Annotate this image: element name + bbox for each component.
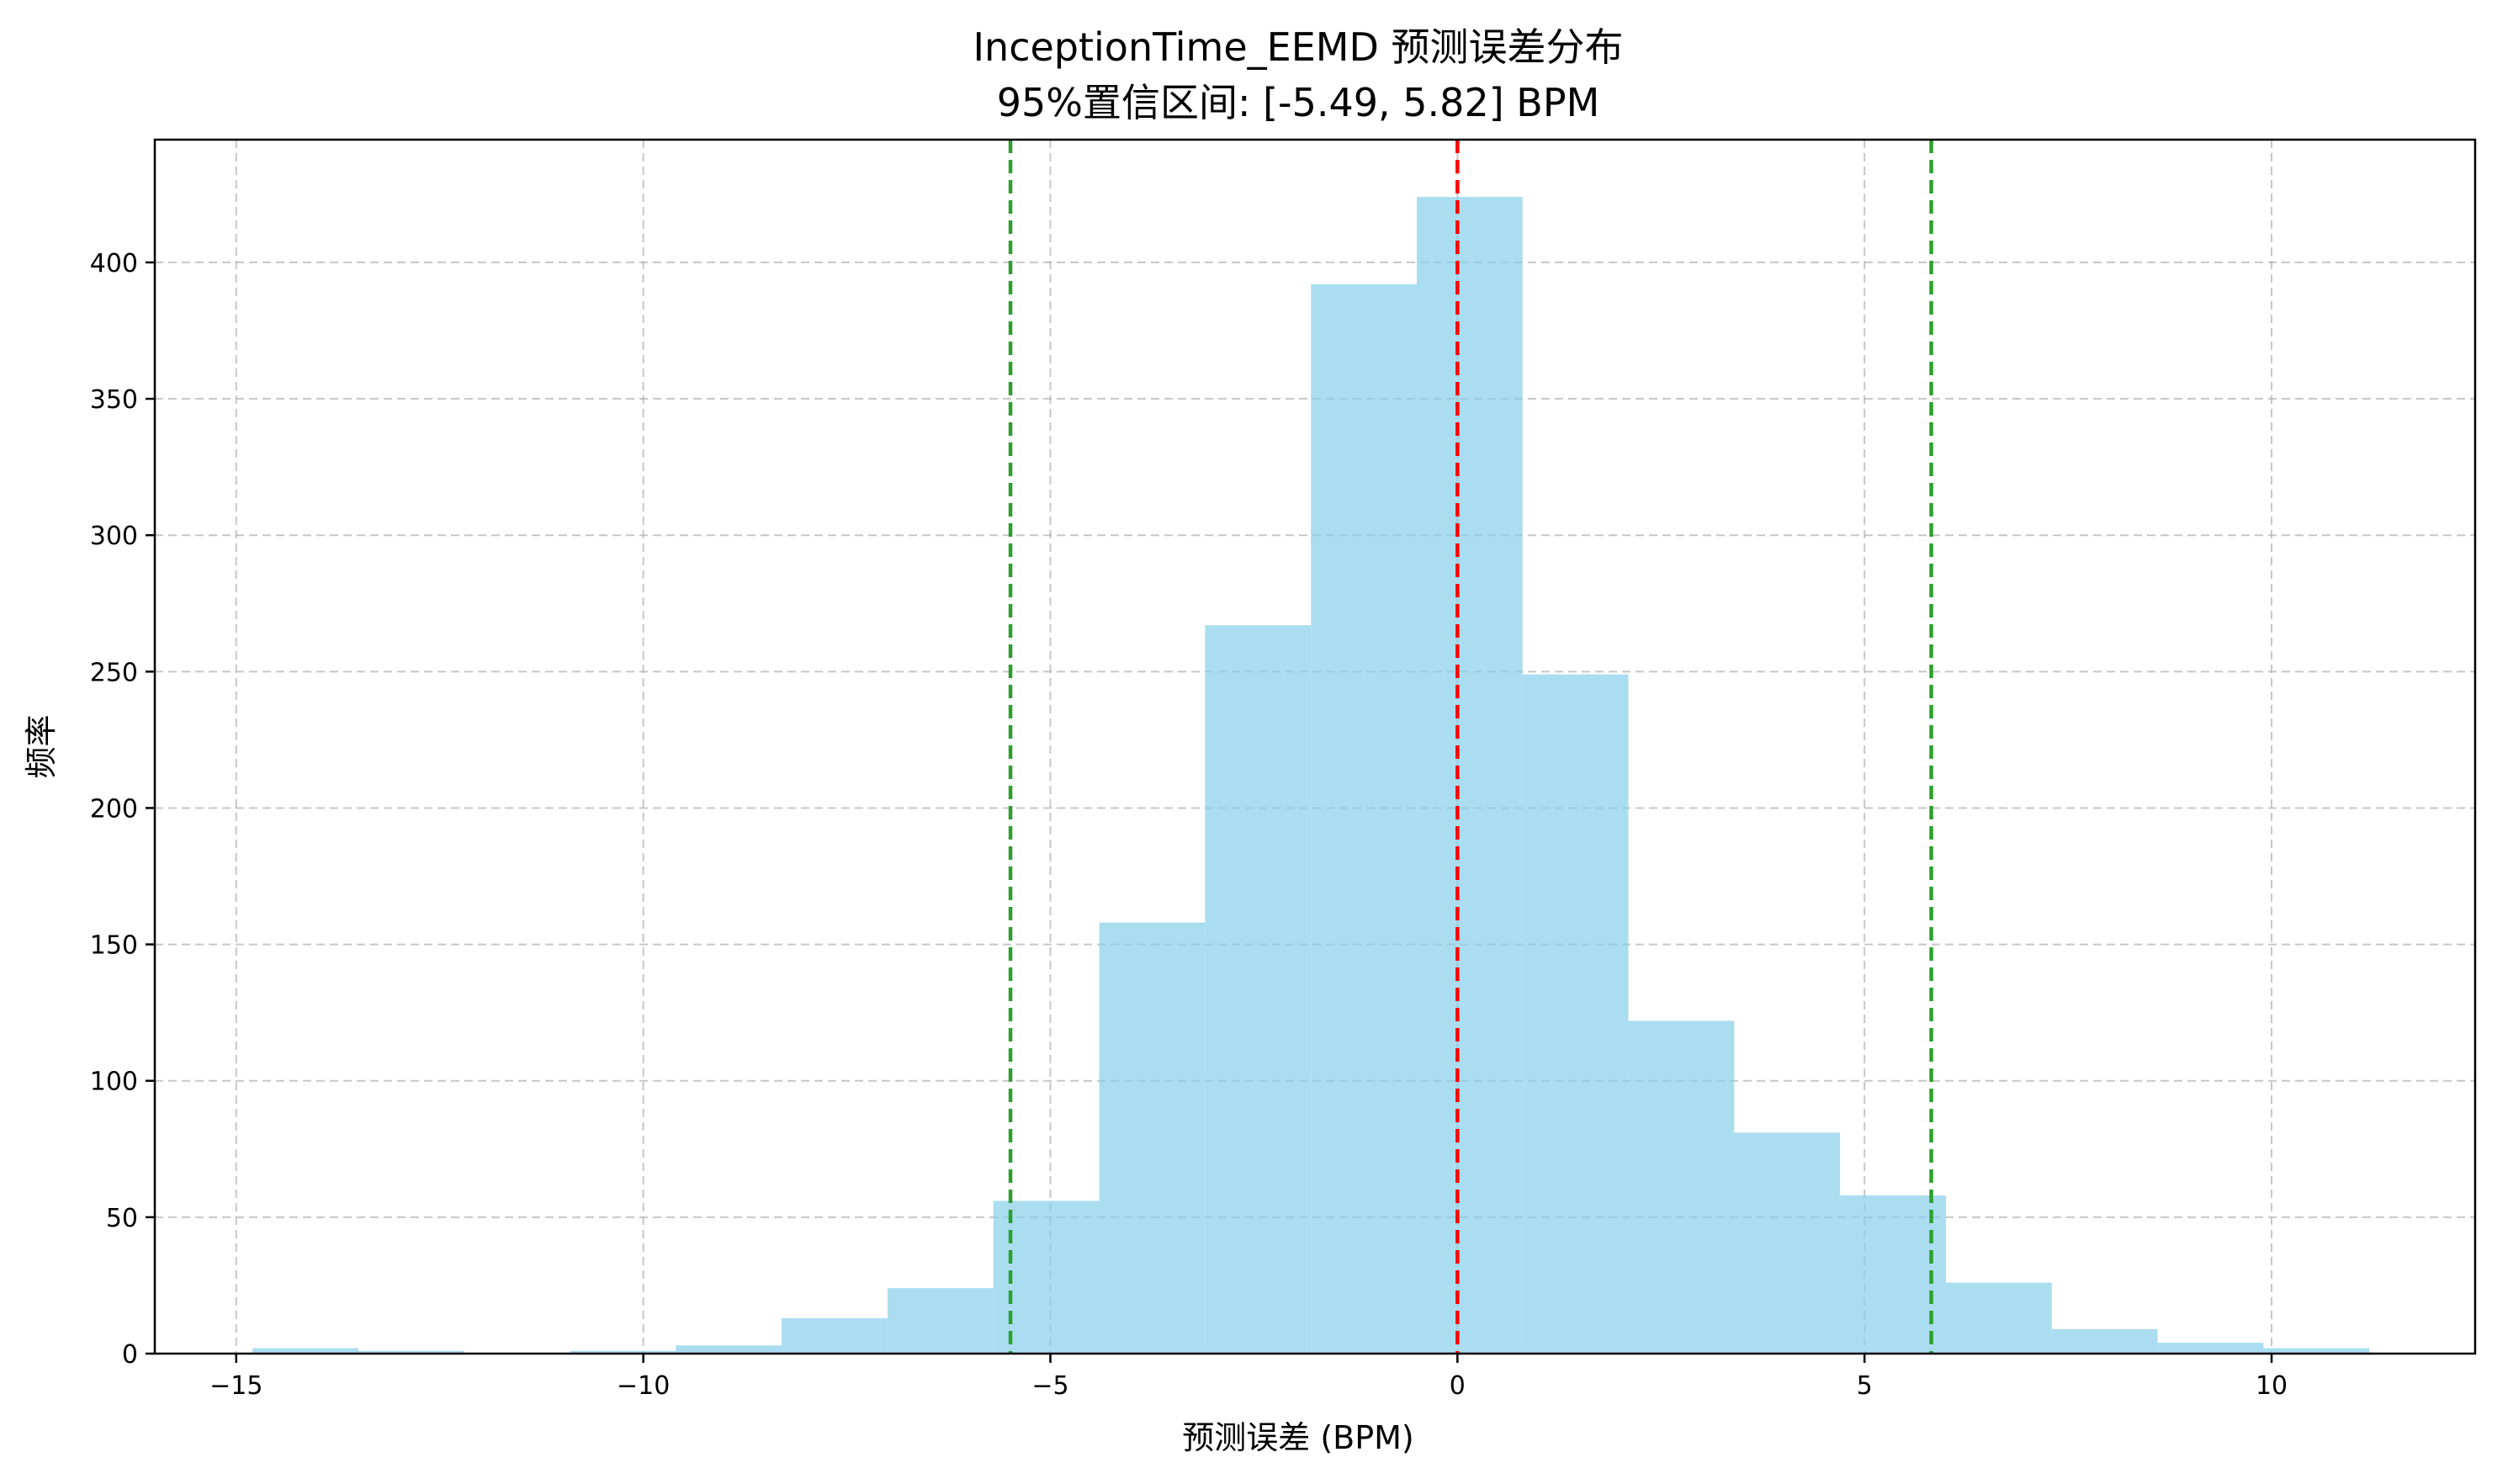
- histogram-bar: [570, 1350, 676, 1354]
- y-tick-label: 100: [90, 1068, 138, 1097]
- plot-area-frame: [153, 138, 2477, 1355]
- reference-lines: [1008, 140, 1933, 1354]
- y-axis-ticks: 0 50 100 150 200 250 300 350 400: [90, 249, 155, 1370]
- y-tick-label: 150: [90, 931, 138, 961]
- histogram-bar: [1840, 1195, 1946, 1354]
- histogram-bar: [887, 1288, 994, 1354]
- histogram-bars: [252, 197, 2370, 1354]
- x-tick-label: 10: [2256, 1371, 2288, 1401]
- x-tick-label: −15: [209, 1371, 262, 1401]
- histogram-bar: [1734, 1132, 1841, 1354]
- chart-title: InceptionTime_EEMD 预测误差分布: [973, 24, 1623, 70]
- histogram-bar: [1628, 1020, 1735, 1354]
- histogram-bar: [782, 1317, 888, 1354]
- histogram-bar: [252, 1348, 358, 1354]
- y-tick-label: 350: [90, 385, 138, 415]
- y-tick-label: 250: [90, 658, 138, 687]
- y-tick-label: 0: [122, 1340, 138, 1370]
- histogram-bar: [2157, 1343, 2264, 1354]
- histogram-bar: [2263, 1348, 2370, 1354]
- chart-subtitle: 95%置信区间: [-5.49, 5.82] BPM: [997, 80, 1600, 125]
- histogram-bar: [1416, 197, 1523, 1354]
- y-tick-label: 200: [90, 794, 138, 824]
- histogram-bar: [2051, 1328, 2158, 1354]
- x-tick-label: −5: [1031, 1371, 1068, 1401]
- histogram-bar: [1099, 922, 1206, 1354]
- x-tick-label: −10: [617, 1371, 670, 1401]
- histogram-bar: [1945, 1282, 2052, 1354]
- y-tick-label: 400: [90, 249, 138, 278]
- x-axis-label: 预测误差 (BPM): [1182, 1419, 1414, 1456]
- y-tick-label: 50: [106, 1204, 138, 1233]
- histogram-bar: [358, 1350, 464, 1354]
- x-tick-label: 0: [1450, 1371, 1466, 1401]
- histogram-bar: [1522, 674, 1629, 1354]
- histogram-bar: [1311, 284, 1417, 1354]
- histogram-bar: [676, 1345, 782, 1354]
- x-tick-label: 5: [1857, 1371, 1873, 1401]
- y-tick-label: 300: [90, 522, 138, 551]
- x-axis-ticks: −15 −10 −5 0 5 10: [209, 1354, 2288, 1401]
- histogram-bar: [1205, 625, 1312, 1354]
- y-axis-label: 频率: [23, 714, 60, 778]
